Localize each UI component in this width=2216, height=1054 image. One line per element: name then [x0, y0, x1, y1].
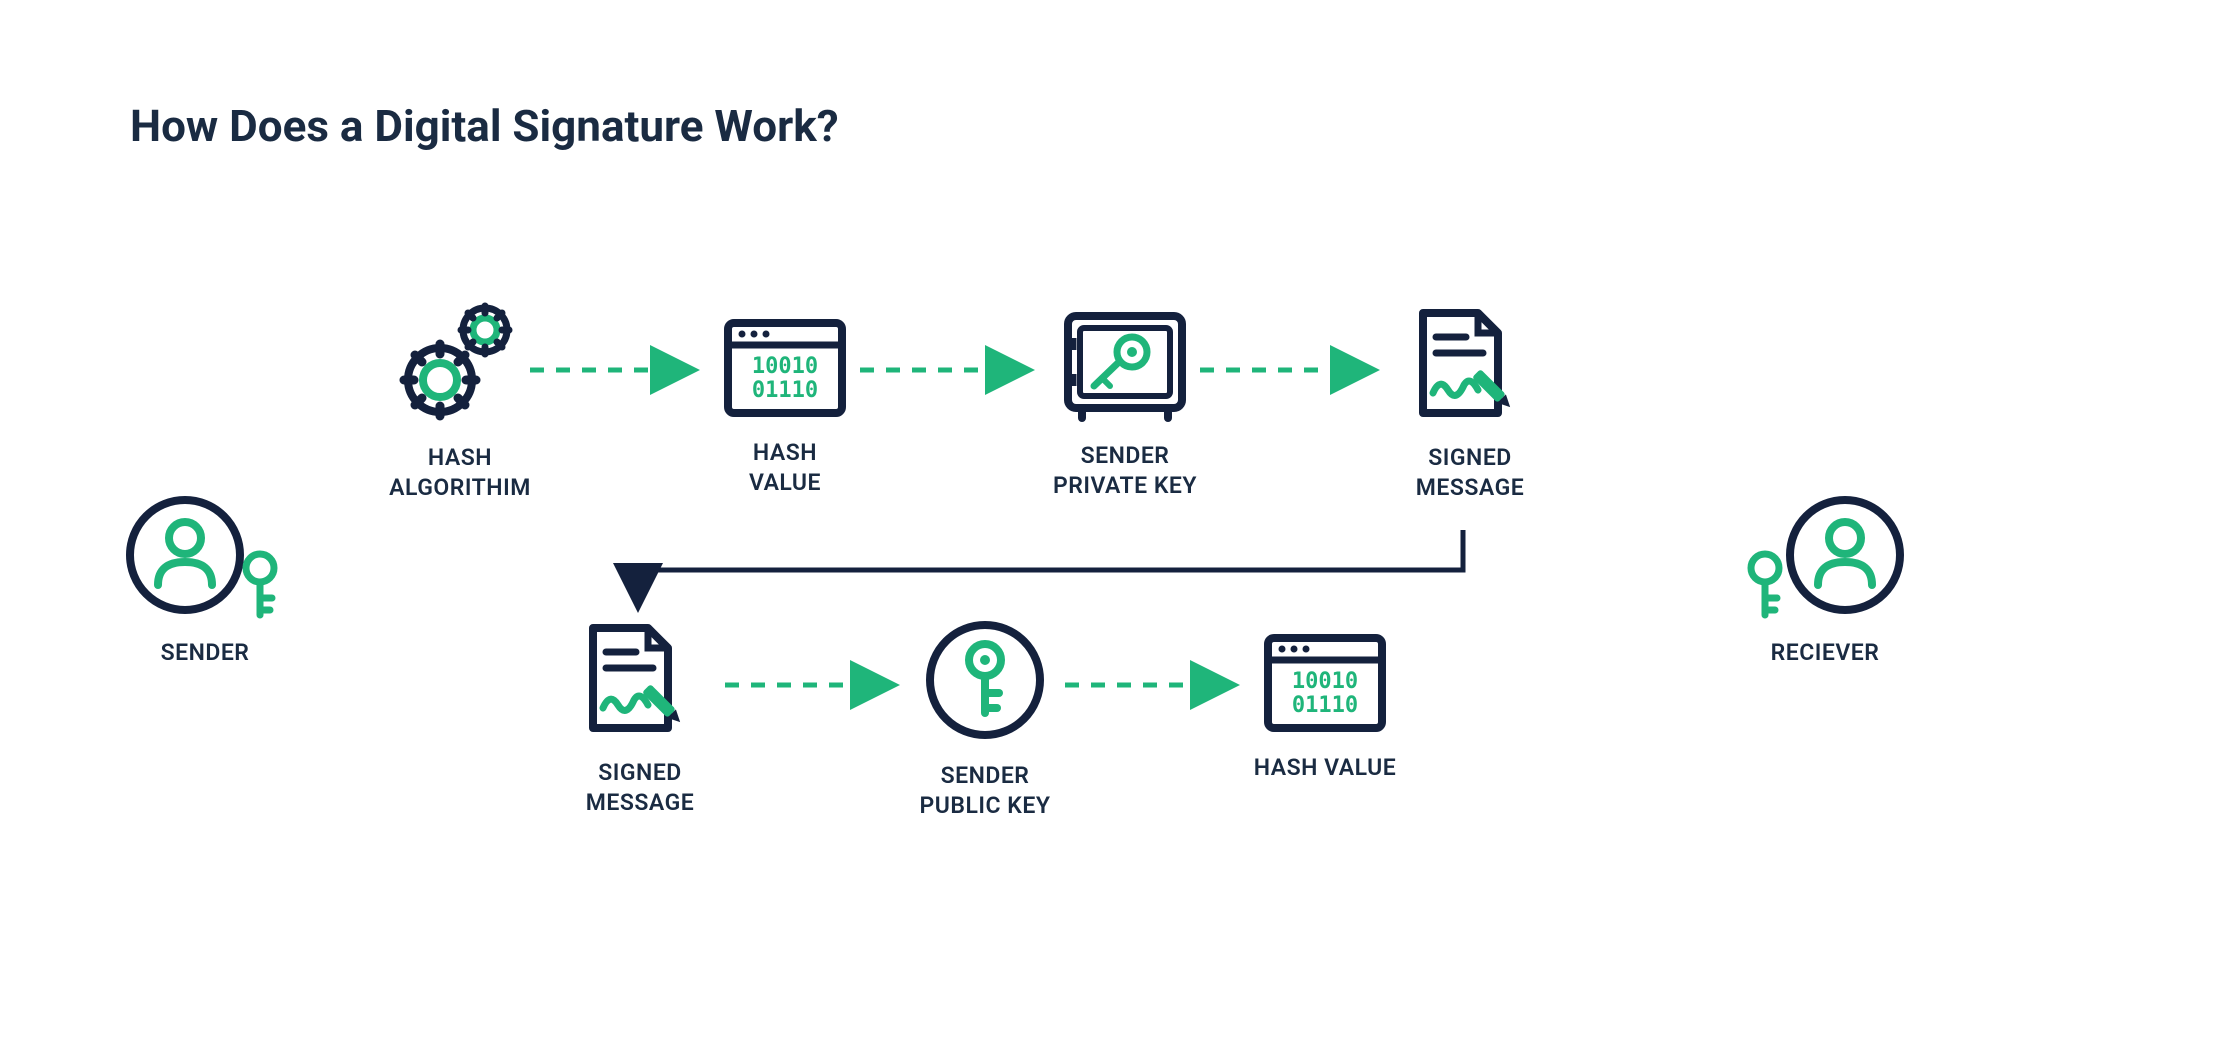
sender-node: SENDER: [115, 490, 295, 668]
signed-msg-2-label: SIGNED MESSAGE: [586, 758, 695, 818]
sender-icon: [120, 490, 290, 620]
public-key-label: SENDER PUBLIC KEY: [920, 761, 1051, 821]
hash-value-2-icon: 10010 01110: [1260, 630, 1390, 735]
hash-value-1-label: HASH VALUE: [749, 438, 821, 498]
public-key-icon: [923, 618, 1048, 743]
svg-text:10010: 10010: [752, 354, 818, 379]
public-key-node: SENDER PUBLIC KEY: [895, 618, 1075, 821]
signed-doc-2-icon: [578, 620, 703, 740]
hash-value-1-icon: 10010 01110: [720, 315, 850, 420]
hash-algo-label: HASH ALGORITHIM: [389, 443, 531, 503]
signed-msg-1-label: SIGNED MESSAGE: [1416, 443, 1525, 503]
diagram-title: How Does a Digital Signature Work?: [130, 100, 839, 152]
sender-label: SENDER: [161, 638, 250, 668]
private-key-node: SENDER PRIVATE KEY: [1035, 308, 1215, 501]
signed-msg-2-node: SIGNED MESSAGE: [560, 620, 720, 818]
receiver-label: RECIEVER: [1771, 638, 1880, 668]
svg-text:01110: 01110: [752, 378, 818, 403]
gears-icon: [390, 295, 530, 425]
safe-icon: [1060, 308, 1190, 423]
hash-value-1-node: 10010 01110 HASH VALUE: [705, 315, 865, 498]
svg-text:01110: 01110: [1292, 693, 1358, 718]
receiver-node: RECIEVER: [1725, 490, 1925, 668]
svg-text:10010: 10010: [1292, 669, 1358, 694]
hash-value-2-node: 10010 01110 HASH VALUE: [1245, 630, 1405, 783]
hash-algo-node: HASH ALGORITHIM: [370, 295, 550, 503]
hash-value-2-label: HASH VALUE: [1254, 753, 1396, 783]
signed-doc-1-icon: [1408, 305, 1533, 425]
connector-path: [638, 530, 1463, 608]
signed-msg-1-node: SIGNED MESSAGE: [1390, 305, 1550, 503]
receiver-icon: [1735, 490, 1915, 620]
private-key-label: SENDER PRIVATE KEY: [1053, 441, 1197, 501]
